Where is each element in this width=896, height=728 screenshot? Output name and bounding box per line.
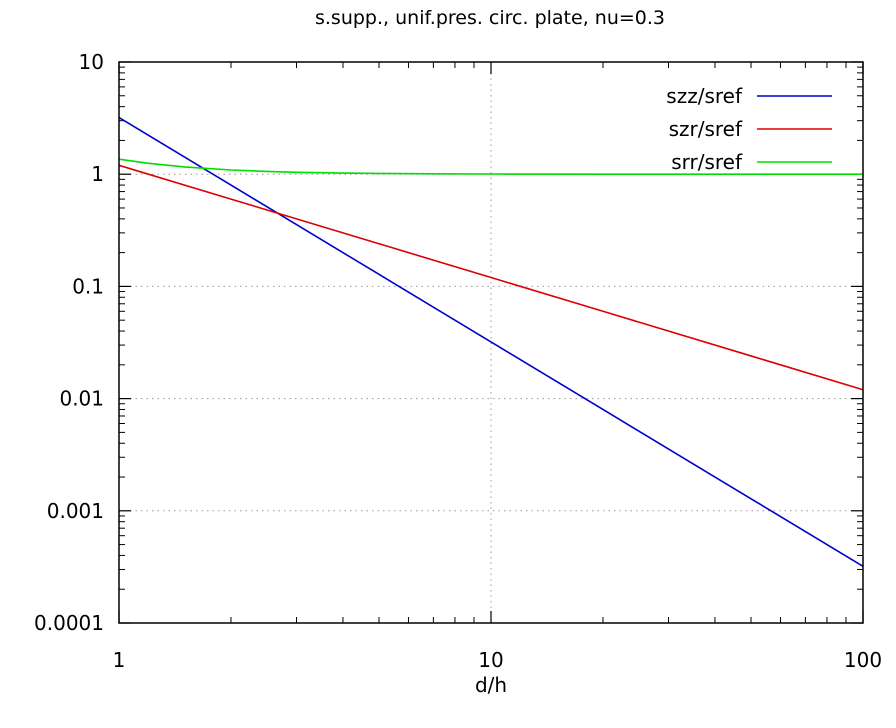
legend-label-szz-sref: szz/sref [666, 84, 743, 108]
y-tick-label: 0.0001 [34, 611, 104, 635]
y-tick-label: 1 [91, 162, 104, 186]
series-line-szr-sref [119, 165, 863, 389]
y-tick-label: 10 [79, 50, 104, 74]
x-axis-label: d/h [475, 673, 507, 697]
legend-label-srr-sref: srr/sref [671, 150, 743, 174]
x-tick-label: 10 [478, 648, 503, 672]
series [119, 118, 863, 567]
chart-title: s.supp., unif.pres. circ. plate, nu=0.3 [315, 7, 665, 29]
y-tick-label: 0.1 [72, 274, 104, 298]
x-tick-label: 100 [844, 648, 882, 672]
x-tick-label: 1 [113, 648, 126, 672]
series-line-szz-sref [119, 118, 863, 567]
legend: szz/sref szr/sref srr/sref [666, 84, 832, 174]
y-tick-label: 0.001 [47, 499, 104, 523]
y-tick-label: 0.01 [59, 387, 104, 411]
legend-label-szr-sref: szr/sref [669, 117, 743, 141]
